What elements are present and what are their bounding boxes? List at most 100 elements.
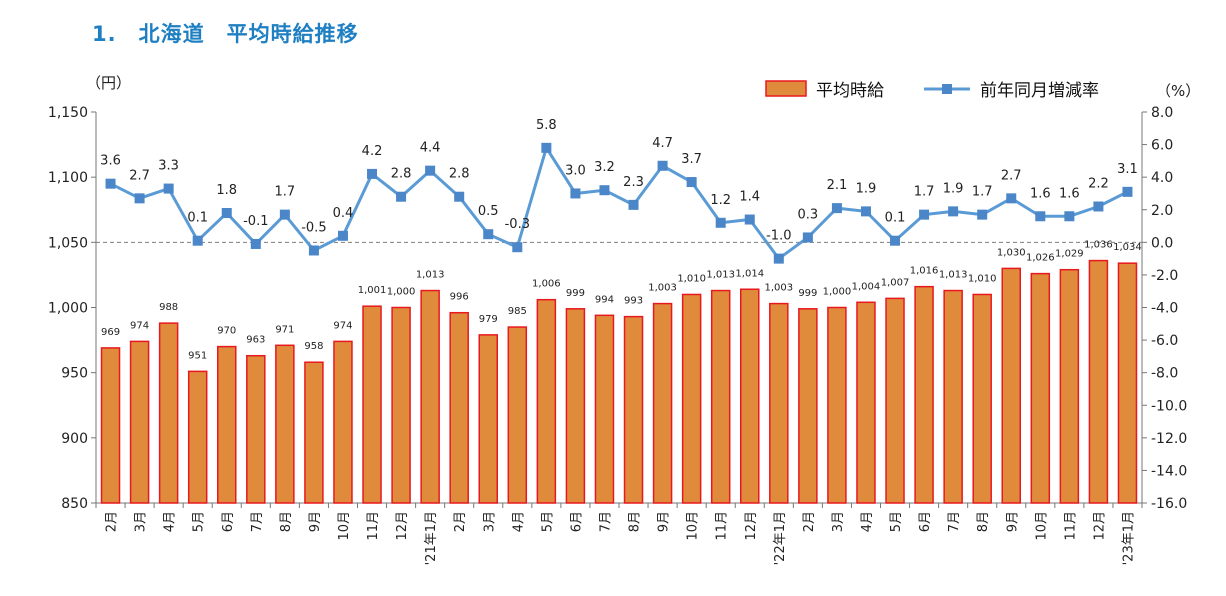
x-tick-label: 7月	[947, 511, 962, 532]
line-marker	[860, 206, 871, 217]
line-value-label: 2.8	[449, 167, 470, 182]
line-marker	[657, 160, 668, 171]
left-tick-label: 1,050	[48, 235, 88, 251]
bar	[652, 302, 673, 504]
bar	[681, 293, 702, 504]
line-value-label: 2.7	[1001, 168, 1022, 183]
right-tick-label: 8.0	[1151, 105, 1173, 121]
bar-value-label: 996	[450, 292, 469, 303]
bar	[1088, 259, 1109, 504]
line-marker	[773, 253, 784, 264]
x-tick-label: 10月	[1034, 511, 1049, 541]
x-tick-label: '23年1月	[1121, 511, 1136, 565]
bar-value-label: 993	[624, 296, 643, 307]
line-marker	[1064, 211, 1075, 222]
x-tick-label: 5月	[540, 511, 555, 532]
bar-value-label: 971	[275, 324, 294, 335]
legend-line-label: 前年同月増減率	[980, 81, 1099, 101]
bar	[1059, 268, 1080, 504]
line-value-label: 3.6	[100, 154, 121, 169]
line-marker	[1093, 201, 1104, 212]
bar	[187, 370, 208, 504]
bar	[391, 306, 411, 504]
bar	[449, 311, 469, 504]
bar	[943, 289, 963, 504]
line-marker	[744, 214, 755, 225]
x-tick-label: 7月	[598, 511, 613, 532]
x-tick-label: 9月	[1005, 511, 1020, 532]
page-title: 1. 北海道 平均時給推移	[92, 22, 359, 46]
line-marker	[454, 191, 465, 202]
line-value-label: 0.3	[798, 207, 819, 222]
x-tick-label: '21年1月	[424, 511, 439, 565]
bar-value-label: 970	[217, 326, 236, 337]
line-value-label: 0.1	[187, 211, 208, 226]
x-tick-label: 7月	[250, 511, 265, 532]
line-value-label: 3.2	[594, 160, 615, 175]
right-tick-label: 6.0	[1151, 138, 1173, 154]
left-tick-label: 1,100	[48, 170, 88, 186]
bar	[856, 301, 876, 504]
bar	[158, 322, 179, 504]
bar	[246, 354, 266, 504]
line-value-label: 1.6	[1059, 186, 1080, 201]
right-tick-label: -10.0	[1151, 398, 1187, 414]
line-value-label: 2.7	[129, 168, 150, 183]
line-marker	[628, 199, 639, 210]
line-value-label: 4.2	[362, 144, 383, 159]
line-value-label: 1.7	[275, 185, 296, 200]
line-marker	[599, 185, 610, 196]
line-value-label: 3.7	[681, 152, 702, 167]
line-value-label: 1.6	[1030, 186, 1051, 201]
line-value-label: 1.9	[856, 181, 877, 196]
bar-value-label: 985	[508, 306, 527, 317]
bar-value-label: 1,001	[358, 285, 387, 296]
bar	[1030, 272, 1051, 504]
bar	[129, 340, 150, 504]
line-marker	[396, 191, 407, 202]
bar-value-label: 974	[130, 320, 149, 331]
line-marker	[977, 209, 988, 220]
bar	[972, 293, 992, 504]
left-tick-label: 950	[61, 366, 88, 382]
x-tick-label: 6月	[569, 511, 584, 532]
left-axis-unit: （円）	[86, 74, 131, 92]
x-tick-label: 9月	[657, 511, 672, 532]
left-tick-label: 850	[61, 496, 88, 512]
bar-value-label: 1,036	[1084, 240, 1113, 251]
x-tick-label: 10月	[686, 511, 701, 541]
bar	[623, 315, 644, 504]
bar-value-label: 979	[479, 314, 498, 325]
line-marker	[541, 142, 552, 153]
bar	[827, 306, 847, 504]
right-tick-label: -6.0	[1151, 333, 1178, 349]
right-tick-label: -12.0	[1151, 431, 1187, 447]
legend-bar-label: 平均時給	[816, 81, 884, 101]
bar-value-label: 974	[333, 320, 352, 331]
line-marker	[483, 229, 494, 240]
line-marker	[279, 209, 290, 220]
bar-value-label: 1,003	[648, 283, 677, 294]
bar-value-label: 1,034	[1113, 242, 1142, 253]
right-tick-label: 4.0	[1151, 170, 1173, 186]
bar	[914, 285, 934, 504]
line-marker	[425, 165, 436, 176]
line-marker	[686, 177, 697, 188]
line-marker	[570, 188, 581, 199]
x-tick-label: 8月	[628, 511, 643, 532]
bar-value-label: 994	[595, 294, 614, 305]
line-value-label: 1.8	[216, 183, 237, 198]
line-marker	[831, 203, 842, 214]
bar	[1117, 262, 1138, 504]
line-marker	[134, 193, 145, 204]
x-tick-label: 12月	[395, 511, 410, 541]
line-marker	[1035, 211, 1046, 222]
bar-value-label: 1,026	[1026, 253, 1055, 264]
line-value-label: 0.5	[478, 204, 499, 219]
bar-value-label: 958	[304, 341, 323, 352]
right-tick-label: -16.0	[1151, 496, 1187, 512]
bar	[217, 345, 237, 504]
line-value-label: 2.8	[391, 167, 412, 182]
bar-value-label: 1,004	[852, 281, 881, 292]
